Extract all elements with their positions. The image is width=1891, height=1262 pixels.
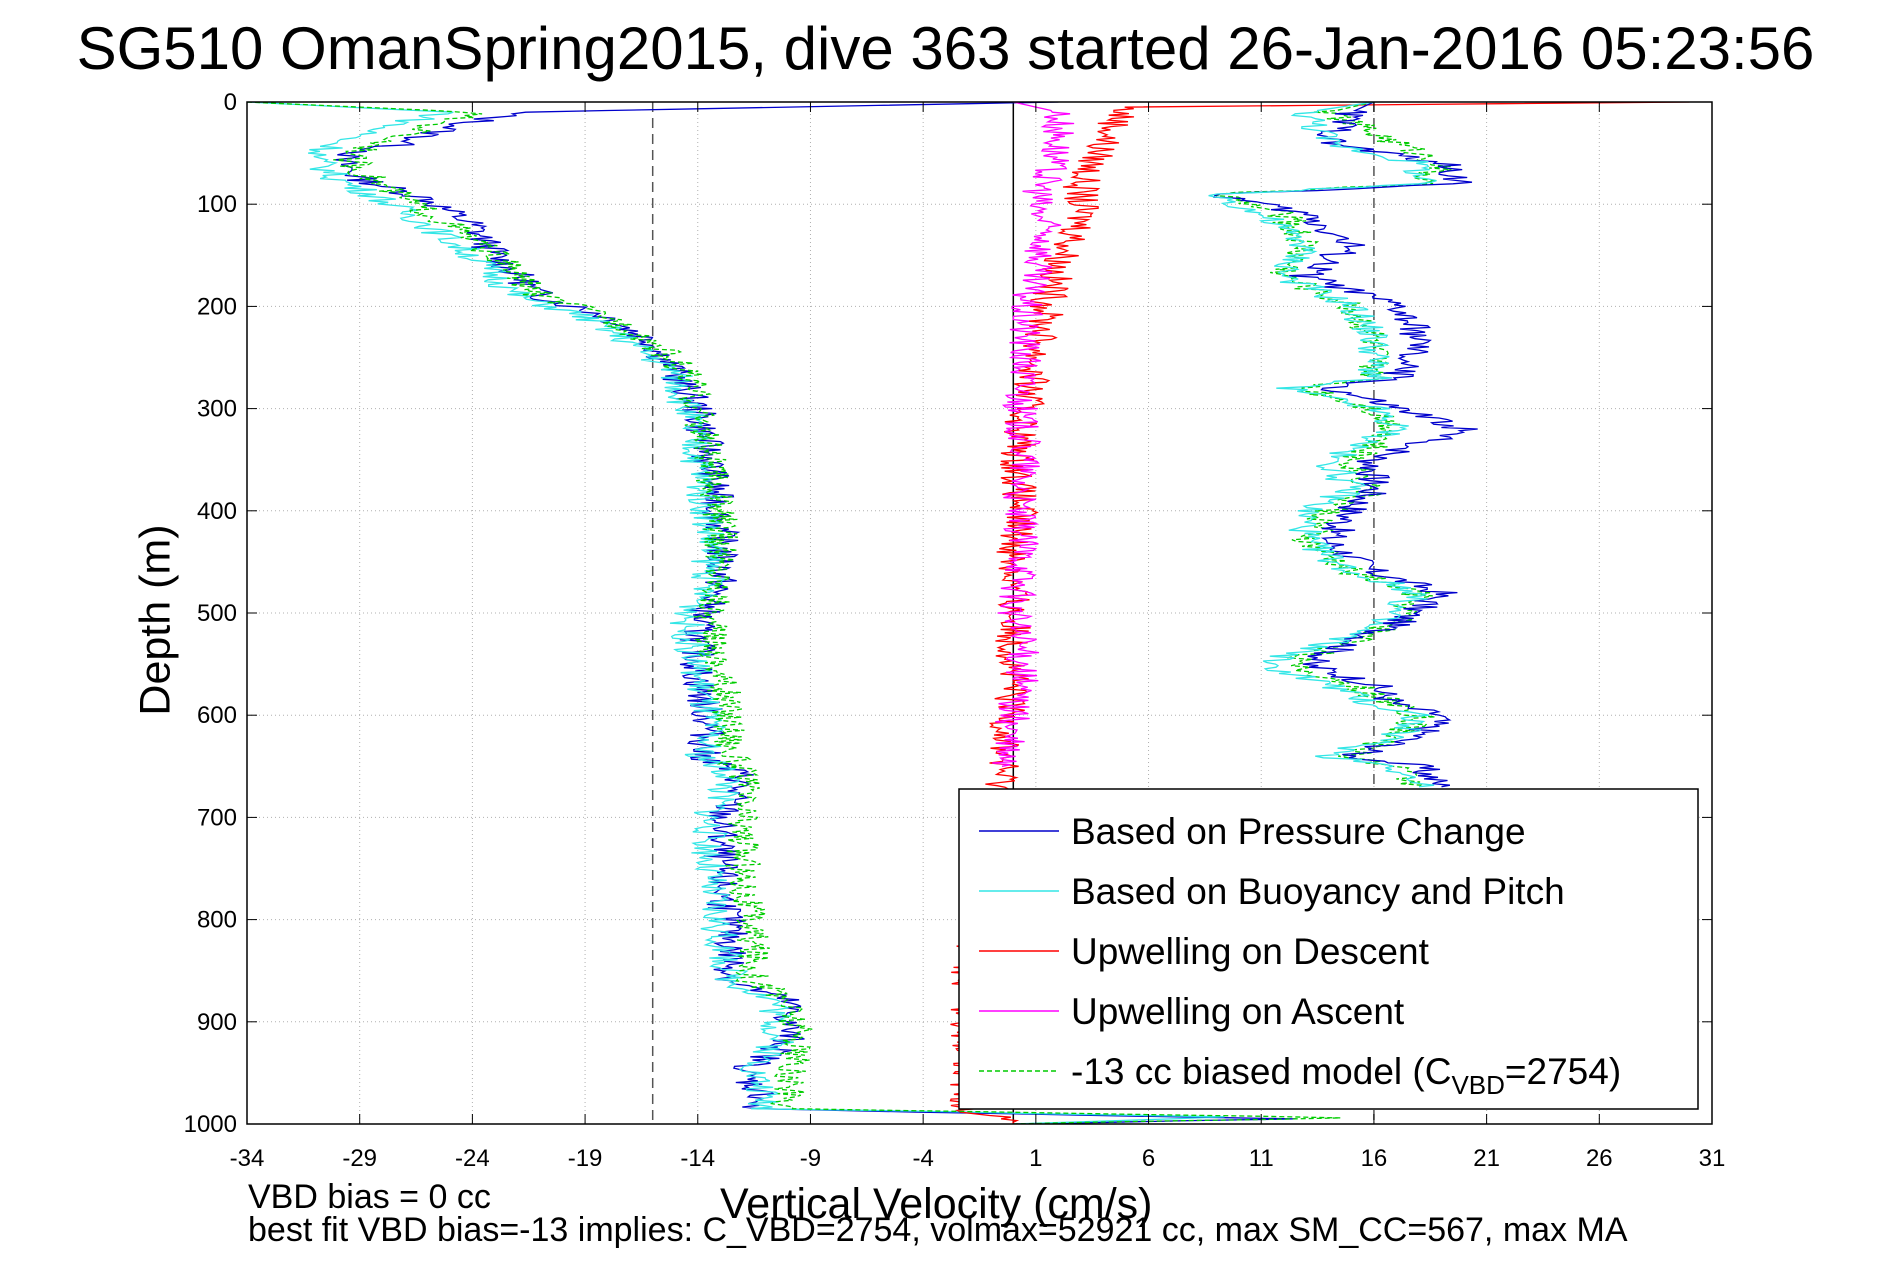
y-tick-label: 0 <box>224 89 237 116</box>
best-fit-note: best fit VBD bias=-13 implies: C_VBD=275… <box>248 1211 1628 1249</box>
legend-label: Upwelling on Ascent <box>1071 991 1405 1032</box>
y-tick-label: 900 <box>197 1009 237 1036</box>
y-tick-label: 400 <box>197 498 237 525</box>
x-tick-label: -9 <box>800 1145 821 1172</box>
legend-label: Based on Pressure Change <box>1071 811 1526 852</box>
y-tick-label: 500 <box>197 600 237 627</box>
x-axis-label: Vertical Velocity (cm/s) <box>720 1180 1153 1228</box>
series-line <box>1213 102 1478 788</box>
series-line <box>1215 102 1452 788</box>
x-tick-label: -29 <box>342 1145 377 1172</box>
y-tick-label: 700 <box>197 804 237 831</box>
vbd-bias-note: VBD bias = 0 cc <box>248 1178 491 1216</box>
series-line <box>247 102 1341 1124</box>
chart-title: SG510 OmanSpring2015, dive 363 started 2… <box>76 15 1815 82</box>
x-tick-label: 21 <box>1473 1145 1500 1172</box>
x-tick-label: -24 <box>455 1145 490 1172</box>
y-tick-label: 100 <box>197 191 237 218</box>
y-tick-label: 300 <box>197 396 237 423</box>
x-tick-label: -19 <box>568 1145 603 1172</box>
x-tick-label: 6 <box>1142 1145 1155 1172</box>
x-tick-label: 1 <box>1029 1145 1042 1172</box>
y-tick-label: 800 <box>197 907 237 934</box>
legend-label: Upwelling on Descent <box>1071 931 1430 972</box>
x-tick-label: 11 <box>1249 1145 1274 1172</box>
series-line <box>992 102 1075 767</box>
y-axis-label: Depth (m) <box>131 524 180 716</box>
x-tick-label: -4 <box>912 1145 933 1172</box>
legend-label: Based on Buoyancy and Pitch <box>1071 871 1565 912</box>
series-line <box>247 102 1225 1124</box>
y-tick-label: 600 <box>197 702 237 729</box>
x-tick-label: -14 <box>680 1145 715 1172</box>
series-line <box>1208 102 1437 788</box>
y-tick-label: 1000 <box>184 1111 237 1138</box>
x-tick-label: -34 <box>230 1145 265 1172</box>
x-tick-label: 16 <box>1361 1145 1388 1172</box>
legend-box <box>958 788 1699 1110</box>
x-tick-label: 26 <box>1586 1145 1613 1172</box>
legend-label: -13 cc biased model (CVBD=2754) <box>1071 1051 1621 1100</box>
y-tick-label: 200 <box>197 293 237 320</box>
x-tick-label: 31 <box>1699 1145 1726 1172</box>
